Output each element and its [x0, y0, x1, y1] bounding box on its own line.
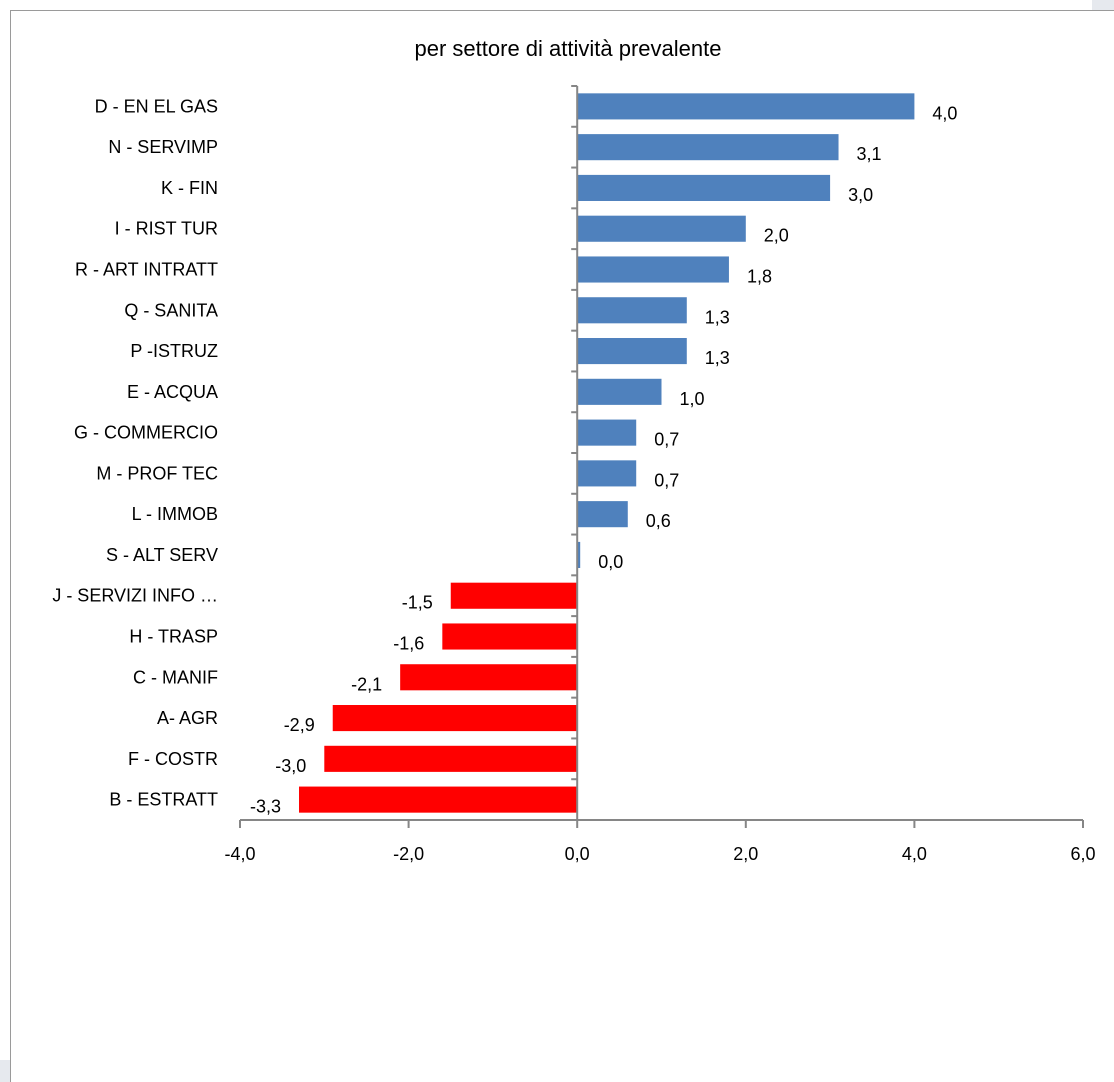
bar-0 [577, 93, 915, 120]
bar-7 [577, 378, 662, 405]
x-tick-label-4: 4,0 [902, 844, 927, 864]
category-label-7: E - ACQUA [127, 382, 218, 402]
corner-mark [1092, 0, 1114, 10]
category-label-2: K - FIN [161, 178, 218, 198]
data-label-5: 1,3 [705, 307, 730, 327]
axes-group [239, 85, 1084, 828]
data-label-1: 3,1 [857, 144, 882, 164]
category-label-9: M - PROF TEC [96, 463, 218, 483]
category-label-12: J - SERVIZI INFO … [52, 586, 218, 606]
bar-17 [299, 786, 578, 813]
data-label-13: -1,6 [393, 634, 424, 654]
category-label-6: P -ISTRUZ [130, 341, 218, 361]
category-label-3: I - RIST TUR [115, 219, 218, 239]
bar-5 [577, 297, 687, 324]
category-label-4: R - ART INTRATT [75, 260, 218, 280]
category-label-10: L - IMMOB [132, 504, 218, 524]
data-label-7: 1,0 [680, 389, 705, 409]
category-label-0: D - EN EL GAS [95, 96, 218, 116]
data-label-15: -2,9 [284, 715, 315, 735]
x-tick-label-2: 0,0 [565, 844, 590, 864]
data-label-6: 1,3 [705, 348, 730, 368]
bar-9 [577, 460, 637, 487]
data-label-12: -1,5 [402, 593, 433, 613]
chart-title: per settore di attività prevalente [415, 36, 722, 61]
labels-group: D - EN EL GAS 4,0 N - SERVIMP 3,1 K - FIN 3,0… [52, 96, 1095, 864]
category-label-5: Q - SANITA [124, 300, 218, 320]
data-label-16: -3,0 [275, 756, 306, 776]
data-label-17: -3,3 [250, 797, 281, 817]
category-label-15: A- AGR [157, 708, 218, 728]
bars-group [299, 93, 915, 813]
corner-mark-bottom-left [0, 1060, 10, 1082]
bar-16 [324, 745, 578, 772]
data-label-2: 3,0 [848, 185, 873, 205]
data-label-3: 2,0 [764, 226, 789, 246]
chart-area-border [10, 10, 1114, 1082]
data-label-8: 0,7 [654, 430, 679, 450]
x-tick-label-1: -2,0 [393, 844, 424, 864]
category-label-14: C - MANIF [133, 667, 218, 687]
category-label-8: G - COMMERCIO [74, 423, 218, 443]
bar-1 [577, 134, 839, 161]
bar-11 [577, 541, 581, 568]
bar-15 [332, 705, 578, 732]
data-label-9: 0,7 [654, 470, 679, 490]
bar-10 [577, 501, 628, 528]
bar-3 [577, 215, 746, 242]
data-label-14: -2,1 [351, 674, 382, 694]
bar-14 [400, 664, 578, 691]
x-tick-label-3: 2,0 [733, 844, 758, 864]
category-label-13: H - TRASP [129, 627, 218, 647]
x-tick-label-5: 6,0 [1070, 844, 1095, 864]
bar-4 [577, 256, 729, 283]
x-tick-label-0: -4,0 [224, 844, 255, 864]
category-label-11: S - ALT SERV [106, 545, 218, 565]
category-label-17: B - ESTRATT [109, 790, 218, 810]
bar-2 [577, 174, 831, 201]
data-label-4: 1,8 [747, 267, 772, 287]
bar-12 [450, 582, 578, 609]
bar-13 [442, 623, 578, 650]
bar-6 [577, 338, 687, 365]
category-label-1: N - SERVIMP [108, 137, 218, 157]
data-label-11: 0,0 [598, 552, 623, 572]
data-label-0: 4,0 [932, 103, 957, 123]
data-label-10: 0,6 [646, 511, 671, 531]
bar-8 [577, 419, 637, 446]
category-label-16: F - COSTR [128, 749, 218, 769]
